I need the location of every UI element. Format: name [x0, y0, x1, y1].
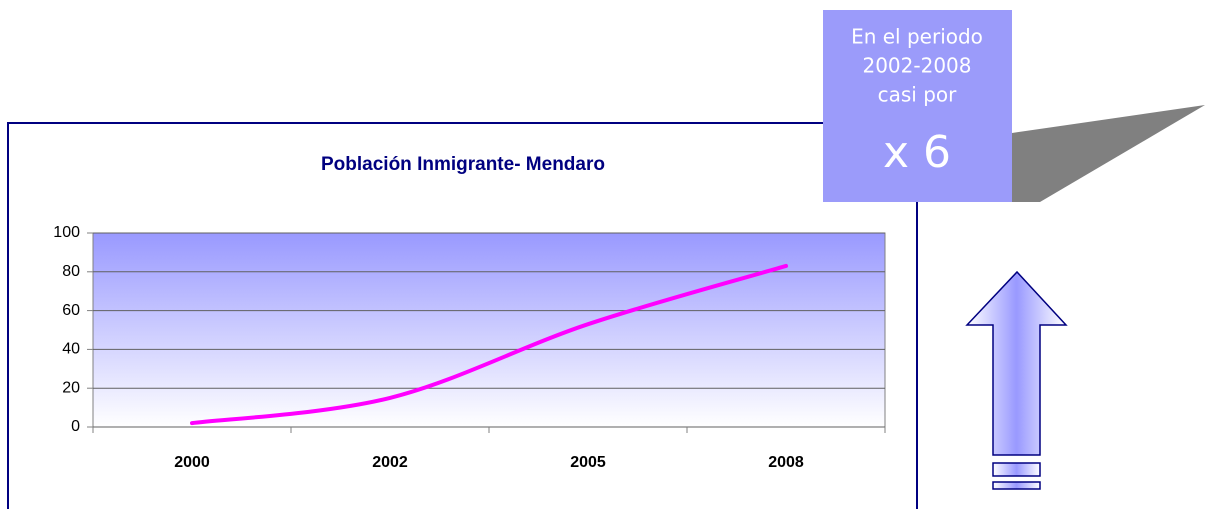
arrow-bar	[992, 481, 1041, 490]
x-tick-label: 2000	[174, 454, 210, 471]
y-tick-label: 100	[53, 224, 80, 241]
callout-highlight: x 6	[883, 127, 951, 178]
callout-box	[823, 10, 1012, 202]
callout-line: En el periodo	[851, 25, 983, 49]
y-tick-label: 40	[62, 341, 80, 358]
up-arrow	[965, 270, 1068, 456]
chart-title: Población Inmigrante- Mendaro	[321, 154, 605, 175]
callout-shadow	[1012, 105, 1205, 202]
y-tick-label: 20	[62, 379, 80, 396]
plot-area	[92, 232, 886, 428]
y-tick-label: 0	[71, 418, 80, 435]
callout-line: casi por	[878, 83, 958, 107]
x-tick-label: 2008	[768, 454, 804, 471]
x-tick-label: 2002	[372, 454, 408, 471]
callout-line: 2002-2008	[862, 54, 971, 78]
x-tick-label: 2005	[570, 454, 606, 471]
y-tick-label: 80	[62, 263, 80, 280]
arrow-bar	[992, 462, 1041, 477]
line-series	[190, 263, 788, 426]
y-tick-label: 60	[62, 302, 80, 319]
